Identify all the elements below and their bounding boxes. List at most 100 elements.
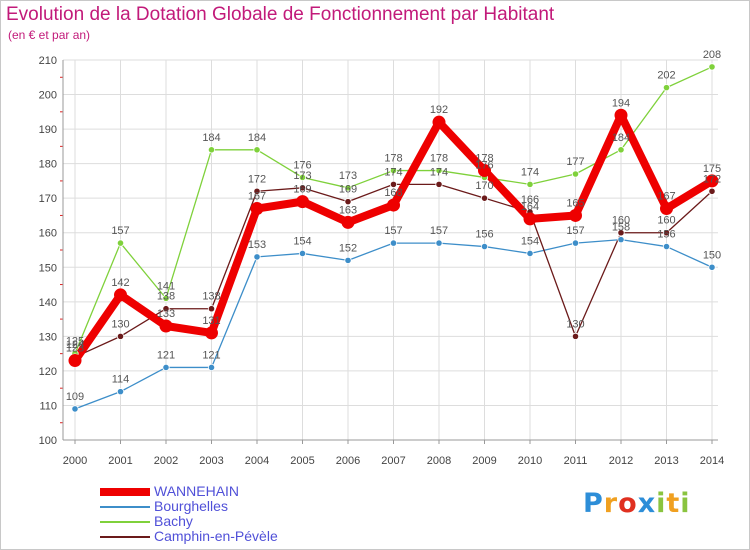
data-point-bourghelles [708,263,716,271]
legend-swatch-wannehain [100,488,150,496]
data-label-bachy: 178 [430,153,448,165]
chart-legend: WANNEHAIN Bourghelles Bachy Camphin-en-P… [100,484,360,544]
data-point-bourghelles [435,239,443,247]
data-point-bachy [298,173,307,182]
data-label-wannehain: 131 [202,315,220,327]
proxiti-logo: Proxiti [583,488,691,519]
data-label-bourghelles: 154 [521,235,539,247]
data-label-bachy: 174 [521,166,539,178]
legend-item-bachy[interactable]: Bachy [100,514,360,529]
data-point-wannehain [296,195,309,209]
data-label-bourghelles: 156 [657,229,675,241]
y-tick-label: 170 [39,193,57,205]
legend-label-wannehain: WANNEHAIN [154,483,240,499]
data-label-wannehain: 167 [248,191,266,203]
data-label-wannehain: 163 [339,204,357,216]
data-point-bourghelles [162,363,170,372]
data-point-bourghelles [116,388,125,396]
data-point-wannehain [387,198,400,212]
data-point-camphin-en-p-v-le [116,332,125,340]
y-tick-label: 110 [39,400,57,412]
data-point-camphin-en-p-v-le [617,229,625,237]
legend-label-camphin: Camphin-en-Pévèle [154,528,278,544]
data-label-camphin-en-p-v-le: 124 [66,339,84,351]
data-point-wannehain [250,202,264,216]
data-label-bachy: 184 [248,132,266,144]
data-label-bourghelles: 157 [566,225,584,237]
data-label-camphin-en-p-v-le: 172 [248,173,266,185]
data-point-wannehain [614,108,628,122]
data-point-camphin-en-p-v-le [162,305,170,313]
data-point-camphin-en-p-v-le [207,305,216,313]
data-point-bachy [253,146,261,154]
data-point-wannehain [705,174,719,188]
x-tick-label: 2013 [654,455,678,467]
data-point-bachy [116,239,125,247]
data-point-wannehain [159,319,173,333]
axes: 100 110 120 130 140 150 160 170 180 190 200 210 2000… [39,55,725,467]
data-label-wannehain: 167 [657,191,675,203]
data-point-wannehain [341,215,355,229]
y-tick-label: 200 [39,90,57,102]
data-point-wannehain [114,288,127,302]
data-point-bachy [435,166,443,175]
data-label-bourghelles: 121 [202,349,220,361]
data-label-bourghelles: 158 [612,222,630,234]
data-label-wannehain: 192 [430,104,448,116]
data-label-bachy: 125 [66,336,84,348]
legend-item-wannehain[interactable]: WANNEHAIN [100,484,360,499]
x-tick-label: 2008 [427,455,451,467]
y-tick-label: 130 [39,331,57,343]
data-point-wannehain [523,212,537,226]
data-label-camphin-en-p-v-le: 130 [111,318,129,330]
x-tick-label: 2011 [564,455,588,467]
data-point-bachy [207,146,216,154]
x-tick-label: 2000 [63,455,87,467]
legend-swatch-bourghelles [100,506,150,508]
data-point-bourghelles [298,249,307,258]
x-tick-label: 2004 [245,455,269,467]
data-label-bourghelles: 156 [475,229,493,241]
data-label-camphin-en-p-v-le: 170 [475,180,493,192]
data-label-wannehain: 194 [612,97,630,109]
data-label-wannehain: 165 [566,197,584,209]
y-tick-label: 100 [39,435,57,447]
data-point-bourghelles [571,239,580,247]
data-label-wannehain: 133 [157,308,175,320]
data-point-camphin-en-p-v-le [480,194,489,202]
data-label-bachy: 177 [566,156,584,168]
legend-swatch-bachy [100,521,150,523]
legend-label-bachy: Bachy [154,513,193,529]
data-label-wannehain: 169 [293,184,311,196]
data-point-bachy [617,146,625,154]
data-label-camphin-en-p-v-le: 173 [293,170,311,182]
data-label-bachy: 208 [703,49,721,61]
data-label-camphin-en-p-v-le: 160 [657,215,675,227]
data-point-bourghelles [344,256,352,264]
legend-item-bourghelles[interactable]: Bourghelles [100,499,360,514]
data-point-wannehain [569,208,582,222]
data-label-bachy: 178 [384,153,402,165]
data-label-camphin-en-p-v-le: 138 [202,291,220,303]
y-tick-label: 160 [39,228,57,240]
x-tick-label: 2009 [472,455,496,467]
data-point-wannehain [432,115,446,129]
logo-letter: t [666,488,681,519]
data-label-camphin-en-p-v-le: 160 [612,215,630,227]
x-tick-label: 2003 [199,455,223,467]
data-point-bourghelles [253,253,261,261]
logo-letter: o [618,488,638,519]
data-point-camphin-en-p-v-le [708,187,716,195]
x-tick-label: 2006 [336,455,360,467]
data-point-camphin-en-p-v-le [298,184,307,192]
data-point-bachy [344,184,352,192]
data-point-camphin-en-p-v-le [389,180,398,188]
x-tick-label: 2007 [381,455,405,467]
y-tick-label: 140 [39,297,57,309]
data-point-bachy [162,294,170,302]
legend-item-camphin[interactable]: Camphin-en-Pévèle [100,529,360,544]
data-label-bachy: 184 [612,132,630,144]
data-label-bachy: 176 [475,159,493,171]
logo-letter: x [637,488,657,519]
